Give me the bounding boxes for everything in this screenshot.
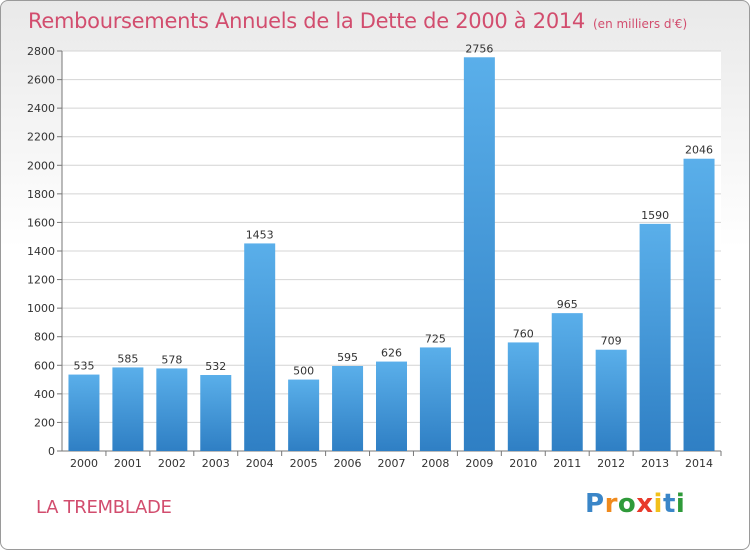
y-tick-label: 1800 xyxy=(27,188,55,201)
bar xyxy=(200,375,232,451)
bar xyxy=(419,347,451,451)
x-tick-label: 2008 xyxy=(421,457,449,470)
chart-unit-note: (en milliers d'€) xyxy=(593,17,688,31)
bar-value-label: 500 xyxy=(293,365,314,378)
bar xyxy=(639,223,671,451)
logo-letter: i xyxy=(653,489,663,519)
chart-title-text: Remboursements Annuels de la Dette de 20… xyxy=(28,9,585,33)
x-tick-label: 2010 xyxy=(509,457,537,470)
bar-value-label: 1590 xyxy=(641,209,669,222)
bar-value-label: 1453 xyxy=(246,228,274,241)
x-tick-label: 2012 xyxy=(597,457,625,470)
bar xyxy=(507,342,539,451)
y-tick-label: 2400 xyxy=(27,102,55,115)
y-tick-label: 200 xyxy=(34,416,55,429)
y-tick-label: 600 xyxy=(34,359,55,372)
bar xyxy=(332,366,364,451)
bar xyxy=(551,313,583,451)
bar-value-label: 626 xyxy=(381,347,402,360)
logo-letter: r xyxy=(604,489,618,519)
bar-value-label: 965 xyxy=(557,298,578,311)
bar xyxy=(156,368,188,451)
chart-title: Remboursements Annuels de la Dette de 20… xyxy=(28,9,687,33)
bar-value-label: 2756 xyxy=(465,42,493,55)
bar xyxy=(288,379,320,451)
bar-value-label: 760 xyxy=(513,327,534,340)
bar xyxy=(683,158,715,451)
bar-value-label: 709 xyxy=(601,335,622,348)
x-tick-label: 2009 xyxy=(465,457,493,470)
y-tick-label: 2600 xyxy=(27,74,55,87)
logo-letter: P xyxy=(585,489,605,519)
x-tick-label: 2003 xyxy=(202,457,230,470)
x-tick-label: 2014 xyxy=(685,457,713,470)
y-tick-label: 2200 xyxy=(27,131,55,144)
bar-value-label: 578 xyxy=(161,353,182,366)
bar-value-label: 2046 xyxy=(685,144,713,157)
x-tick-label: 2011 xyxy=(553,457,581,470)
bar-value-label: 532 xyxy=(205,360,226,373)
bar xyxy=(112,367,144,451)
proxiti-logo[interactable]: Proxiti xyxy=(585,489,685,519)
commune-name: LA TREMBLADE xyxy=(36,497,172,518)
bar xyxy=(244,243,276,451)
y-tick-label: 1600 xyxy=(27,216,55,229)
y-tick-label: 800 xyxy=(34,331,55,344)
bar xyxy=(595,349,627,451)
bar-value-label: 535 xyxy=(73,360,94,373)
bar-value-label: 585 xyxy=(117,352,138,365)
y-tick-label: 0 xyxy=(48,445,55,458)
y-tick-label: 1400 xyxy=(27,245,55,258)
bar xyxy=(463,57,495,452)
x-tick-label: 2002 xyxy=(158,457,186,470)
y-tick-label: 1200 xyxy=(27,274,55,287)
x-tick-label: 2001 xyxy=(114,457,142,470)
y-tick-label: 2800 xyxy=(27,45,55,58)
logo-letter: i xyxy=(675,489,686,519)
bar-value-label: 725 xyxy=(425,332,446,345)
bar xyxy=(376,361,407,451)
logo-letter: o xyxy=(617,489,637,519)
y-tick-label: 1000 xyxy=(27,302,55,315)
logo-letter: x xyxy=(636,489,654,519)
logo-letter: t xyxy=(662,489,676,519)
x-tick-label: 2004 xyxy=(246,457,274,470)
x-tick-label: 2005 xyxy=(290,457,318,470)
bar xyxy=(68,374,100,451)
x-tick-label: 2006 xyxy=(334,457,362,470)
x-tick-label: 2013 xyxy=(641,457,669,470)
y-tick-label: 2000 xyxy=(27,159,55,172)
x-tick-label: 2000 xyxy=(70,457,98,470)
x-tick-label: 2007 xyxy=(378,457,406,470)
y-tick-label: 400 xyxy=(34,388,55,401)
bar-value-label: 595 xyxy=(337,351,358,364)
